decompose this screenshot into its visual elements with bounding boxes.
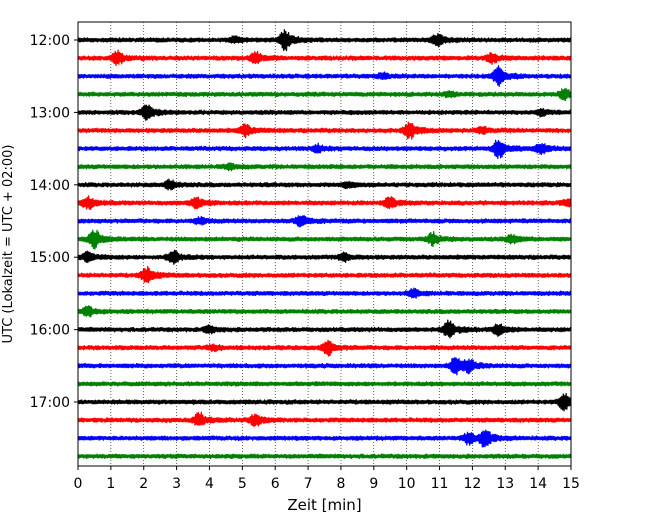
trace-1730 [77,429,572,448]
x-tick-label-9: 9 [369,476,378,492]
y-axis-ticks: 12:00 13:00 14:00 15:00 16:00 17:00 [30,33,78,411]
trace-1445 [77,229,572,250]
x-tick-label-2: 2 [139,476,148,492]
x-tick-label-3: 3 [172,476,181,492]
x-tick-label-0: 0 [74,476,83,492]
trace-1245 [77,87,572,102]
trace-1230 [77,65,572,88]
trace-1400 [77,178,572,191]
trace-1200 [77,29,572,52]
x-tick-label-5: 5 [238,476,247,492]
trace-1330 [77,139,572,159]
trace-1345 [77,162,572,172]
x-tick-label-12: 12 [463,476,481,492]
trace-group [77,29,572,460]
y-tick-label-1500: 15:00 [30,250,70,266]
y-tick-label-1300: 13:00 [30,105,70,121]
trace-1415 [77,195,572,211]
trace-1745 [77,453,572,460]
trace-1630 [77,357,572,376]
y-axis-label: UTC (Lokalzeit = UTC + 02:00) [1,145,16,344]
x-tick-label-8: 8 [336,476,345,492]
y-tick-label-1600: 16:00 [30,323,70,339]
trace-1430 [77,214,572,228]
trace-1215 [77,49,572,67]
x-tick-label-6: 6 [271,476,280,492]
trace-1500 [77,249,572,265]
trace-1600 [77,319,572,339]
trace-1300 [77,104,572,121]
y-tick-label-1200: 12:00 [30,33,70,49]
x-tick-label-14: 14 [529,476,547,492]
x-tick-label-11: 11 [431,476,449,492]
y-tick-label-1400: 14:00 [30,178,70,194]
trace-1530 [77,287,572,299]
x-tick-label-7: 7 [304,476,313,492]
trace-1315 [77,121,572,140]
x-tick-label-1: 1 [106,476,115,492]
trace-1615 [77,339,572,357]
trace-1700 [77,393,572,412]
x-tick-label-10: 10 [398,476,416,492]
y-tick-label-1700: 17:00 [30,395,70,411]
trace-1545 [77,305,572,318]
x-tick-label-13: 13 [496,476,514,492]
vertical-gridlines [110,22,539,466]
x-tick-label-4: 4 [205,476,214,492]
x-axis-ticks: 0 1 2 3 4 5 6 7 8 9 10 11 12 13 14 15 [74,466,580,492]
trace-1515 [77,265,572,284]
x-tick-label-15: 15 [562,476,580,492]
x-axis-label: Zeit [min] [287,496,361,514]
trace-1645 [77,381,572,387]
trace-1715 [77,411,572,428]
plot-frame [77,21,572,467]
